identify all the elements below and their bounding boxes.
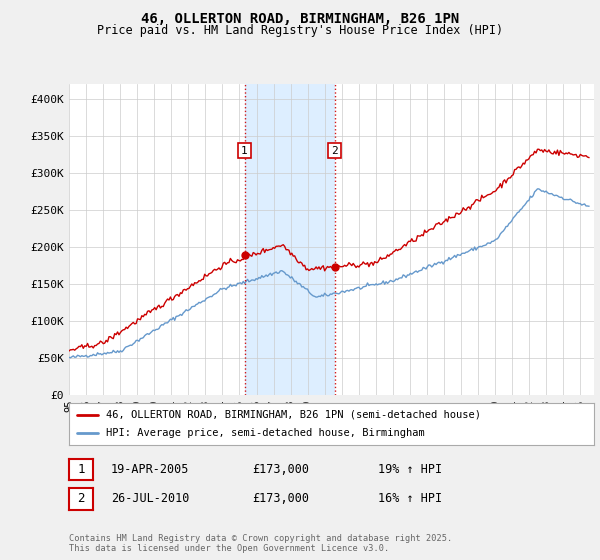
Text: £173,000: £173,000 bbox=[252, 492, 309, 506]
Text: 16% ↑ HPI: 16% ↑ HPI bbox=[378, 492, 442, 506]
Text: £173,000: £173,000 bbox=[252, 463, 309, 476]
Text: 46, OLLERTON ROAD, BIRMINGHAM, B26 1PN: 46, OLLERTON ROAD, BIRMINGHAM, B26 1PN bbox=[141, 12, 459, 26]
Text: 19-APR-2005: 19-APR-2005 bbox=[111, 463, 190, 476]
Text: Contains HM Land Registry data © Crown copyright and database right 2025.
This d: Contains HM Land Registry data © Crown c… bbox=[69, 534, 452, 553]
Text: 26-JUL-2010: 26-JUL-2010 bbox=[111, 492, 190, 506]
Text: 2: 2 bbox=[77, 492, 85, 506]
Text: 1: 1 bbox=[241, 146, 248, 156]
Text: 1: 1 bbox=[77, 463, 85, 476]
Text: 19% ↑ HPI: 19% ↑ HPI bbox=[378, 463, 442, 476]
Text: 46, OLLERTON ROAD, BIRMINGHAM, B26 1PN (semi-detached house): 46, OLLERTON ROAD, BIRMINGHAM, B26 1PN (… bbox=[106, 410, 481, 420]
Text: HPI: Average price, semi-detached house, Birmingham: HPI: Average price, semi-detached house,… bbox=[106, 428, 425, 438]
Text: 2: 2 bbox=[331, 146, 338, 156]
Bar bbox=[245, 84, 335, 395]
Text: Price paid vs. HM Land Registry's House Price Index (HPI): Price paid vs. HM Land Registry's House … bbox=[97, 24, 503, 37]
